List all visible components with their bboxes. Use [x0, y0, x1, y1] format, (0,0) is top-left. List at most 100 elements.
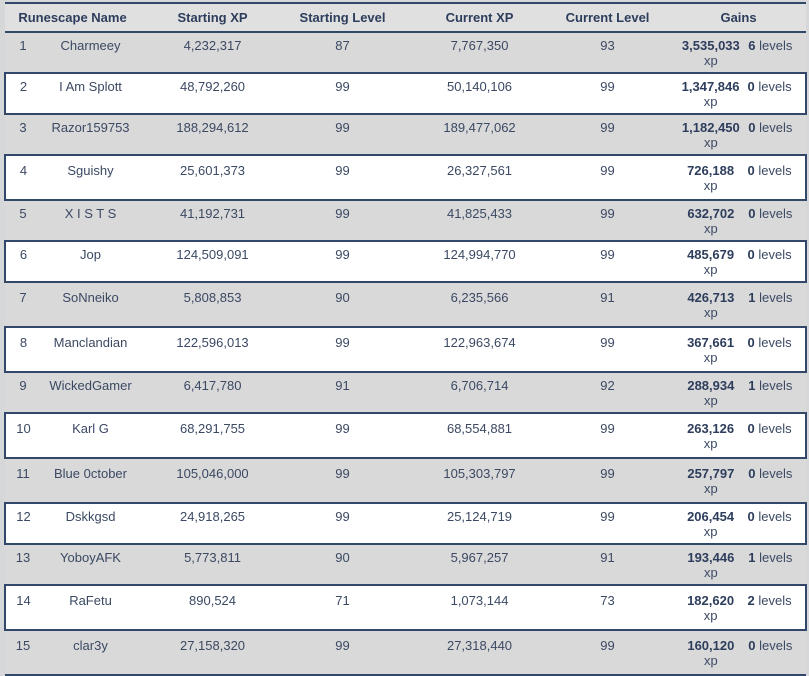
current-level-cell: 99: [559, 629, 680, 676]
gains-cell: 367,661 xp 0 levels: [679, 326, 808, 373]
gain-levels-unit: levels: [758, 593, 792, 608]
gains-cell: 632,702 xp 0 levels: [679, 199, 807, 242]
starting-xp-cell: 48,792,260: [163, 72, 286, 115]
starting-level-cell: 99: [285, 154, 424, 201]
gain-xp-value: 426,713 xp: [687, 290, 735, 320]
starting-xp-cell: 6,417,780: [163, 371, 286, 414]
table-row: 10 Karl G 68,291,755 99 68,554,881 99 263,126 …: [4, 412, 808, 459]
starting-xp-cell: 27,158,320: [163, 629, 286, 676]
gain-levels-value: 6 levels: [748, 38, 793, 53]
current-level-cell: 99: [559, 502, 680, 545]
current-level-cell: 99: [559, 199, 680, 242]
starting-level-cell: 99: [285, 457, 424, 504]
rank-cell: 8: [4, 326, 41, 373]
gains-cell: 3,535,033 xp 6 levels: [679, 31, 807, 74]
gains-wrap: 1,182,450 xp 0 levels: [679, 120, 798, 150]
starting-level-cell: 90: [285, 543, 424, 586]
current-level-cell: 99: [559, 240, 680, 283]
gains-wrap: 485,679 xp 0 levels: [679, 247, 797, 277]
gain-levels-unit: levels: [759, 638, 793, 653]
rank-cell: 7: [5, 281, 41, 328]
gain-xp-unit: xp: [703, 135, 718, 150]
gains-cell: 1,347,846 xp 0 levels: [679, 72, 808, 115]
starting-level-cell: 99: [285, 199, 424, 242]
col-header-starting-level: Starting Level: [285, 2, 424, 33]
leaderboard-table: Runescape Name Starting XP Starting Leve…: [4, 2, 808, 676]
gains-wrap: 193,446 xp 1 levels: [679, 550, 798, 580]
col-header-starting-xp: Starting XP: [163, 2, 286, 33]
current-level-cell: 99: [559, 457, 680, 504]
gain-xp-unit: xp: [703, 565, 718, 580]
gains-wrap: 1,347,846 xp 0 levels: [679, 79, 797, 109]
table-row: 13 YoboyAFK 5,773,811 90 5,967,257 91 193,446 x…: [5, 543, 807, 586]
rank-cell: 2: [4, 72, 41, 115]
gain-levels-unit: levels: [759, 290, 793, 305]
gain-xp-unit: xp: [703, 53, 718, 68]
current-level-cell: 91: [559, 543, 680, 586]
current-xp-cell: 105,303,797: [423, 457, 560, 504]
gains-wrap: 726,188 xp 0 levels: [679, 163, 797, 193]
table-row: 1 Charmeey 4,232,317 87 7,767,350 93 3,535,033…: [5, 31, 807, 74]
gains-cell: 726,188 xp 0 levels: [679, 154, 808, 201]
gain-levels-unit: levels: [758, 247, 792, 262]
gain-xp-value: 206,454 xp: [687, 509, 735, 539]
starting-xp-cell: 24,918,265: [163, 502, 286, 545]
rank-cell: 15: [5, 629, 41, 676]
rank-cell: 12: [4, 502, 41, 545]
gain-levels-value: 0 levels: [747, 163, 792, 178]
gain-levels-value: 1 levels: [748, 378, 793, 393]
gain-levels-unit: levels: [759, 38, 793, 53]
gain-xp-value: 726,188 xp: [687, 163, 735, 193]
rank-cell: 13: [5, 543, 41, 586]
gain-xp-value: 263,126 xp: [687, 421, 735, 451]
gains-wrap: 632,702 xp 0 levels: [679, 206, 798, 236]
gains-cell: 485,679 xp 0 levels: [679, 240, 808, 283]
rank-cell: 9: [5, 371, 41, 414]
starting-xp-cell: 41,192,731: [163, 199, 286, 242]
name-cell: Karl G: [41, 412, 164, 459]
current-xp-cell: 41,825,433: [423, 199, 560, 242]
gain-levels-unit: levels: [759, 550, 793, 565]
starting-level-cell: 99: [285, 113, 424, 156]
gain-levels-value: 0 levels: [747, 421, 792, 436]
gain-levels-value: 0 levels: [748, 120, 793, 135]
name-cell: Sguishy: [41, 154, 164, 201]
gains-wrap: 263,126 xp 0 levels: [679, 421, 797, 451]
gain-xp-value: 288,934 xp: [687, 378, 735, 408]
gains-wrap: 182,620 xp 2 levels: [679, 593, 797, 623]
gain-xp-unit: xp: [703, 350, 718, 365]
rank-cell: 5: [5, 199, 41, 242]
table-row: 6 Jop 124,509,091 99 124,994,770 99 485,679 xp 0…: [4, 240, 808, 283]
gain-xp-unit: xp: [703, 393, 718, 408]
starting-xp-cell: 188,294,612: [163, 113, 286, 156]
current-xp-cell: 6,235,566: [423, 281, 560, 328]
gains-cell: 263,126 xp 0 levels: [679, 412, 808, 459]
header-row: Runescape Name Starting XP Starting Leve…: [5, 2, 807, 33]
table-row: 9 WickedGamer 6,417,780 91 6,706,714 92 288,93…: [5, 371, 807, 414]
starting-xp-cell: 5,773,811: [163, 543, 286, 586]
gain-xp-value: 367,661 xp: [687, 335, 735, 365]
gain-levels-value: 0 levels: [747, 509, 792, 524]
gain-xp-value: 182,620 xp: [687, 593, 735, 623]
current-xp-cell: 26,327,561: [423, 154, 560, 201]
name-cell: Jop: [41, 240, 164, 283]
starting-level-cell: 99: [285, 412, 424, 459]
name-cell: Blue 0ctober: [41, 457, 164, 504]
col-header-current-xp: Current XP: [423, 2, 560, 33]
gain-xp-value: 1,347,846 xp: [681, 79, 740, 109]
gain-xp-value: 485,679 xp: [687, 247, 735, 277]
gain-levels-value: 0 levels: [748, 466, 793, 481]
gain-levels-unit: levels: [759, 378, 793, 393]
starting-level-cell: 99: [285, 72, 424, 115]
table-row: 4 Sguishy 25,601,373 99 26,327,561 99 726,188 …: [4, 154, 808, 201]
current-level-cell: 93: [559, 31, 680, 74]
gain-levels-unit: levels: [759, 206, 793, 221]
rank-cell: 6: [4, 240, 41, 283]
gain-levels-unit: levels: [758, 421, 792, 436]
table-row: 8 Manclandian 122,596,013 99 122,963,674 99 36…: [4, 326, 808, 373]
gain-xp-unit: xp: [703, 653, 718, 668]
gain-xp-unit: xp: [703, 481, 718, 496]
gains-cell: 426,713 xp 1 levels: [679, 281, 807, 328]
leaderboard-body: 1 Charmeey 4,232,317 87 7,767,350 93 3,535,033…: [4, 31, 808, 676]
